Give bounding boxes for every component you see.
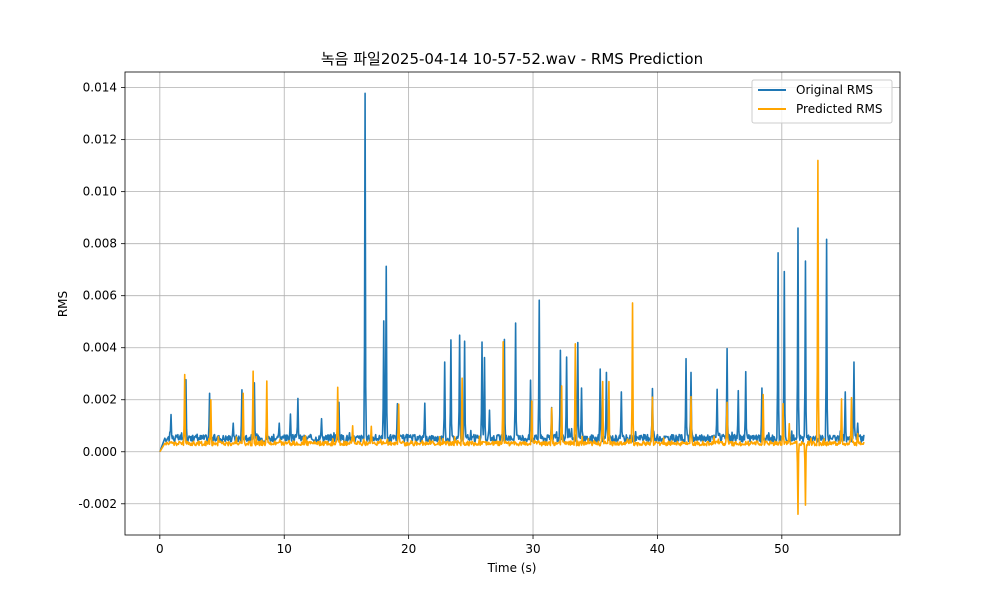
y-tick-label: 0.012 (83, 133, 117, 147)
y-tick-label: -0.002 (78, 497, 117, 511)
series-line-predicted (159, 159, 865, 515)
legend-box (751, 79, 893, 124)
x-tick-label: 40 (650, 542, 665, 556)
y-tick-label: 0.010 (83, 185, 117, 199)
axes-frame (124, 71, 901, 536)
legend-label-predicted: Predicted RMS (796, 102, 882, 116)
y-tick-label: 0.014 (83, 81, 117, 95)
x-tick-label: 0 (156, 542, 164, 556)
y-tick-label: 0.008 (83, 237, 117, 251)
y-axis: -0.002 0.000 0.002 0.004 0.006 0.008 0.010 0.01… (78, 81, 125, 511)
y-tick-label: 0.000 (83, 445, 117, 459)
x-tick-label: 50 (774, 542, 789, 556)
legend: Original RMS Predicted RMS (751, 79, 893, 124)
series-layer (159, 92, 865, 515)
series-line-original (159, 92, 865, 453)
x-axis: 0 10 20 30 40 50 (156, 535, 789, 556)
x-tick-label: 10 (277, 542, 292, 556)
legend-label-original: Original RMS (796, 83, 873, 97)
y-tick-label: 0.006 (83, 289, 117, 303)
x-tick-label: 20 (401, 542, 416, 556)
y-tick-label: 0.004 (83, 341, 117, 355)
x-tick-label: 30 (525, 542, 540, 556)
x-axis-label: Time (s) (487, 561, 537, 575)
chart-title: 녹음 파일2025-04-14 10-57-52.wav - RMS Predi… (321, 50, 703, 68)
y-axis-label: RMS (56, 291, 70, 317)
y-tick-label: 0.002 (83, 393, 117, 407)
plot-area (159, 92, 865, 515)
